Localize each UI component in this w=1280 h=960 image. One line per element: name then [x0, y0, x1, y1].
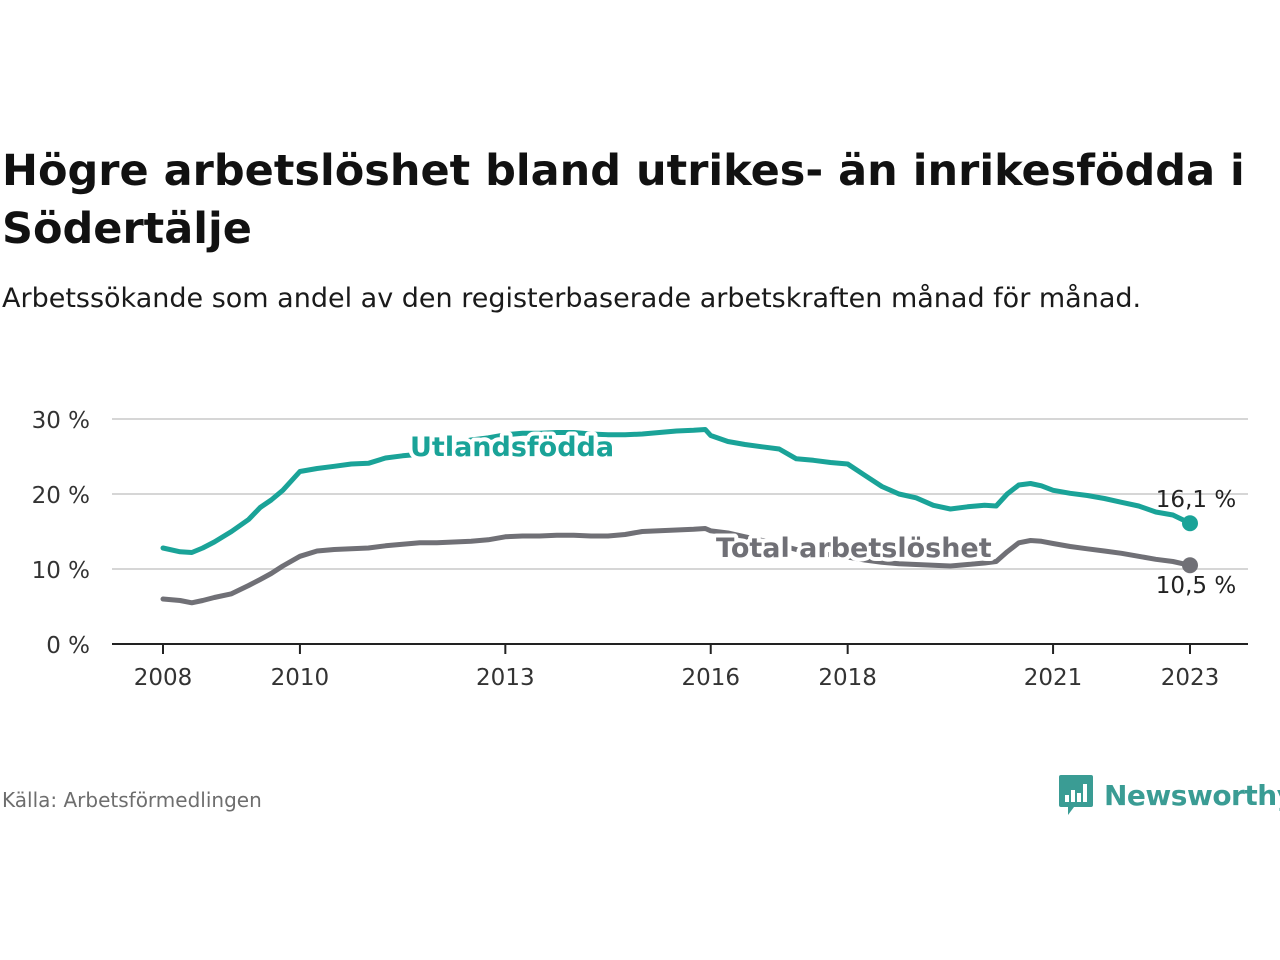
chart-subtitle: Arbetssökande som andel av den registerb… [2, 283, 1142, 314]
brand-logo[interactable]: Newsworthy [1058, 773, 1280, 817]
newsworthy-logo-icon [1059, 775, 1093, 815]
x-tick-label: 2016 [681, 665, 740, 691]
series-line-utlandsfodda [160, 427, 1193, 555]
series-lines [160, 427, 1198, 606]
y-tick-label: 10 % [32, 558, 90, 584]
x-tick-label: 2021 [1024, 665, 1083, 691]
x-axis [112, 643, 1248, 654]
end-point-marker [1182, 515, 1198, 532]
end-point-marker [1182, 557, 1198, 574]
y-tick-label: 30 % [32, 408, 90, 434]
y-tick-label: 0 % [46, 633, 90, 659]
x-tick-label: 2008 [134, 665, 193, 691]
end-label-utlandsfodda: 16,1 % [1156, 487, 1236, 513]
y-tick-label: 20 % [32, 483, 90, 509]
x-axis-tick-labels: 2008 2010 2013 2016 2018 2021 2023 [134, 665, 1220, 691]
series-line-total [160, 526, 1193, 606]
series-labels: Utlandsfödda Total arbetslöshet 16,1 % 10,5… [406, 428, 1236, 599]
series-label-utlandsfodda: Utlandsfödda [410, 432, 614, 463]
source-note: Källa: Arbetsförmedlingen [2, 788, 262, 812]
series-label-total: Total arbetslöshet [716, 533, 992, 564]
end-label-total: 10,5 % [1156, 573, 1236, 599]
x-tick-label: 2013 [476, 665, 535, 691]
y-axis-tick-labels: 0 % 10 % 20 % 30 % [32, 408, 90, 659]
chart-title: Högre arbetslöshet bland utrikes- än inr… [2, 146, 1245, 254]
line-chart: 0 % 10 % 20 % 30 % 2008 2010 2013 2016 2018 2021… [32, 408, 1248, 691]
x-tick-label: 2018 [818, 665, 877, 691]
gridlines [112, 418, 1248, 570]
x-tick-label: 2023 [1161, 665, 1220, 691]
brand-name: Newsworthy [1104, 778, 1280, 812]
x-tick-label: 2010 [271, 665, 330, 691]
